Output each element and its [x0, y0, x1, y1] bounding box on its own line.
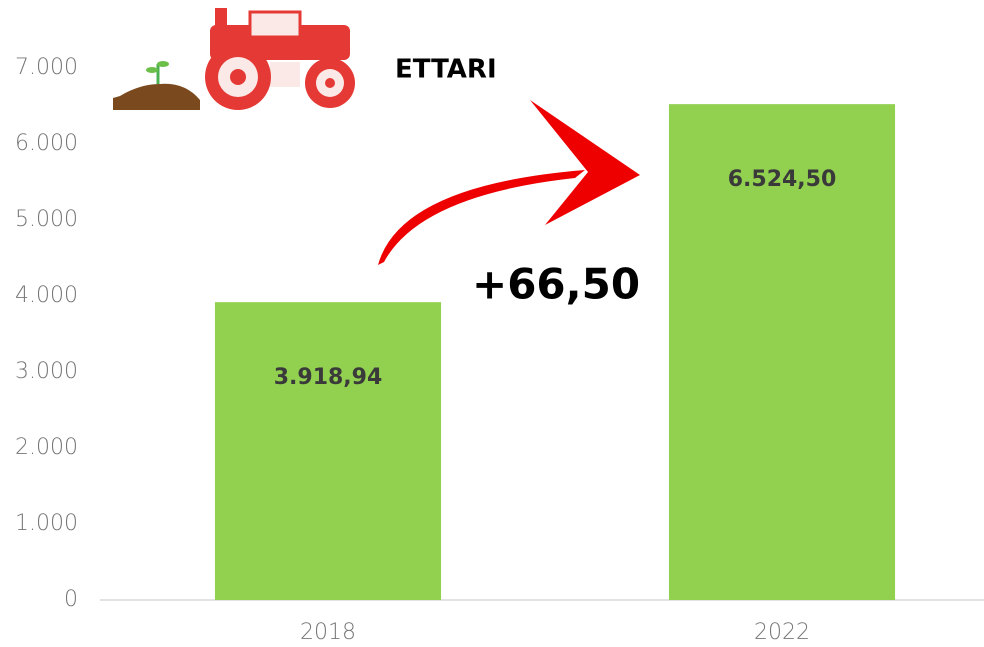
unit-label: ETTARI	[395, 55, 497, 85]
y-tick-label: 3.000	[15, 359, 78, 384]
growth-arrow	[378, 100, 640, 265]
value-label: 6.524,50	[728, 167, 837, 192]
y-tick-label: 7.000	[15, 55, 78, 80]
y-tick-label: 5.000	[15, 207, 78, 232]
x-tick-label: 2018	[300, 620, 356, 645]
x-tick-label: 2022	[754, 620, 810, 645]
soil-icon	[113, 61, 200, 110]
y-tick-label: 4.000	[15, 283, 78, 308]
bar	[668, 104, 896, 600]
bar	[214, 302, 442, 600]
y-tick-label: 0	[64, 587, 78, 612]
value-label: 3.918,94	[274, 365, 383, 390]
y-tick-label: 2.000	[15, 435, 78, 460]
growth-annotation: +66,50	[472, 260, 640, 309]
tractor-icon	[205, 8, 355, 110]
y-tick-label: 6.000	[15, 131, 78, 156]
y-tick-label: 1.000	[15, 511, 78, 536]
